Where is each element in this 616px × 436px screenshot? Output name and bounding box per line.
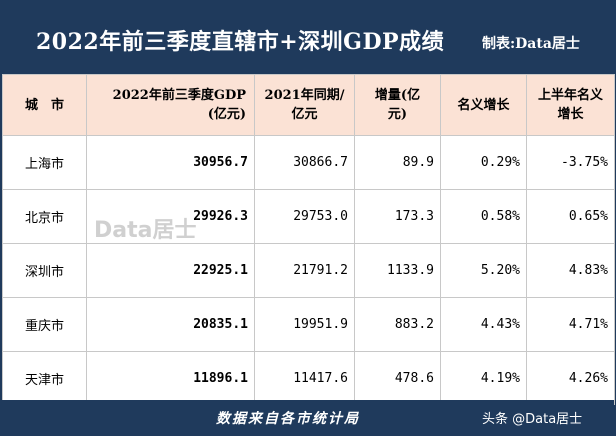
- city-cell: 上海市: [2, 135, 87, 190]
- table-row: 深圳市 22925.1 21791.2 1133.9 5.20% 4.83%: [2, 243, 615, 298]
- column-header-gdp-2022: 2022年前三季度GDP (亿元): [86, 74, 255, 136]
- gdp-2021-cell: 11417.6: [254, 351, 355, 405]
- increase-cell: 478.6: [354, 351, 441, 405]
- h1-growth-cell: 0.65%: [526, 189, 615, 244]
- column-header-city: 城 市: [2, 74, 87, 136]
- city-cell: 天津市: [2, 351, 87, 405]
- increase-cell: 89.9: [354, 135, 441, 190]
- maker-credit: 制表:Data居士: [482, 36, 580, 52]
- column-header-increase: 增量(亿 元): [354, 74, 441, 136]
- title-bar: 2022年前三季度直辖市+深圳GDP成绩 制表:Data居士: [2, 2, 614, 74]
- column-header-nominal-growth: 名义增长: [440, 74, 527, 136]
- h1-growth-cell: 4.83%: [526, 243, 615, 298]
- gdp-2022-cell: 30956.7: [86, 135, 255, 190]
- table-row: 重庆市 20835.1 19951.9 883.2 4.43% 4.71%: [2, 297, 615, 352]
- table-header-row: 城 市 2022年前三季度GDP (亿元) 2021年同期/ 亿元 增量(亿 元…: [2, 74, 615, 136]
- table-row: 北京市 29926.3 29753.0 173.3 0.58% 0.65%: [2, 189, 615, 244]
- gdp-2021-cell: 21791.2: [254, 243, 355, 298]
- gdp-table: 城 市 2022年前三季度GDP (亿元) 2021年同期/ 亿元 增量(亿 元…: [2, 74, 615, 405]
- growth-cell: 5.20%: [440, 243, 527, 298]
- table-row: 天津市 11896.1 11417.6 478.6 4.19% 4.26%: [2, 351, 615, 405]
- column-header-h1-growth: 上半年名义 增长: [526, 74, 615, 136]
- h1-growth-cell: 4.71%: [526, 297, 615, 352]
- increase-cell: 1133.9: [354, 243, 441, 298]
- footer-bar: 数据来自各市统计局 头条 @Data居士: [2, 400, 614, 434]
- gdp-2022-cell: 11896.1: [86, 351, 255, 405]
- gdp-2022-cell: 29926.3: [86, 189, 255, 244]
- footer-brand: 头条 @Data居士: [482, 412, 583, 427]
- column-header-gdp-2021: 2021年同期/ 亿元: [254, 74, 355, 136]
- table-row: 上海市 30956.7 30866.7 89.9 0.29% -3.75%: [2, 135, 615, 190]
- growth-cell: 0.29%: [440, 135, 527, 190]
- gdp-2021-cell: 29753.0: [254, 189, 355, 244]
- gdp-2021-cell: 19951.9: [254, 297, 355, 352]
- page-title: 2022年前三季度直辖市+深圳GDP成绩: [36, 29, 445, 55]
- gdp-2022-cell: 22925.1: [86, 243, 255, 298]
- growth-cell: 0.58%: [440, 189, 527, 244]
- increase-cell: 883.2: [354, 297, 441, 352]
- data-source-note: 数据来自各市统计局: [216, 411, 360, 427]
- h1-growth-cell: -3.75%: [526, 135, 615, 190]
- gdp-2021-cell: 30866.7: [254, 135, 355, 190]
- h1-growth-cell: 4.26%: [526, 351, 615, 405]
- city-cell: 深圳市: [2, 243, 87, 298]
- city-cell: 北京市: [2, 189, 87, 244]
- growth-cell: 4.43%: [440, 297, 527, 352]
- growth-cell: 4.19%: [440, 351, 527, 405]
- increase-cell: 173.3: [354, 189, 441, 244]
- city-cell: 重庆市: [2, 297, 87, 352]
- gdp-2022-cell: 20835.1: [86, 297, 255, 352]
